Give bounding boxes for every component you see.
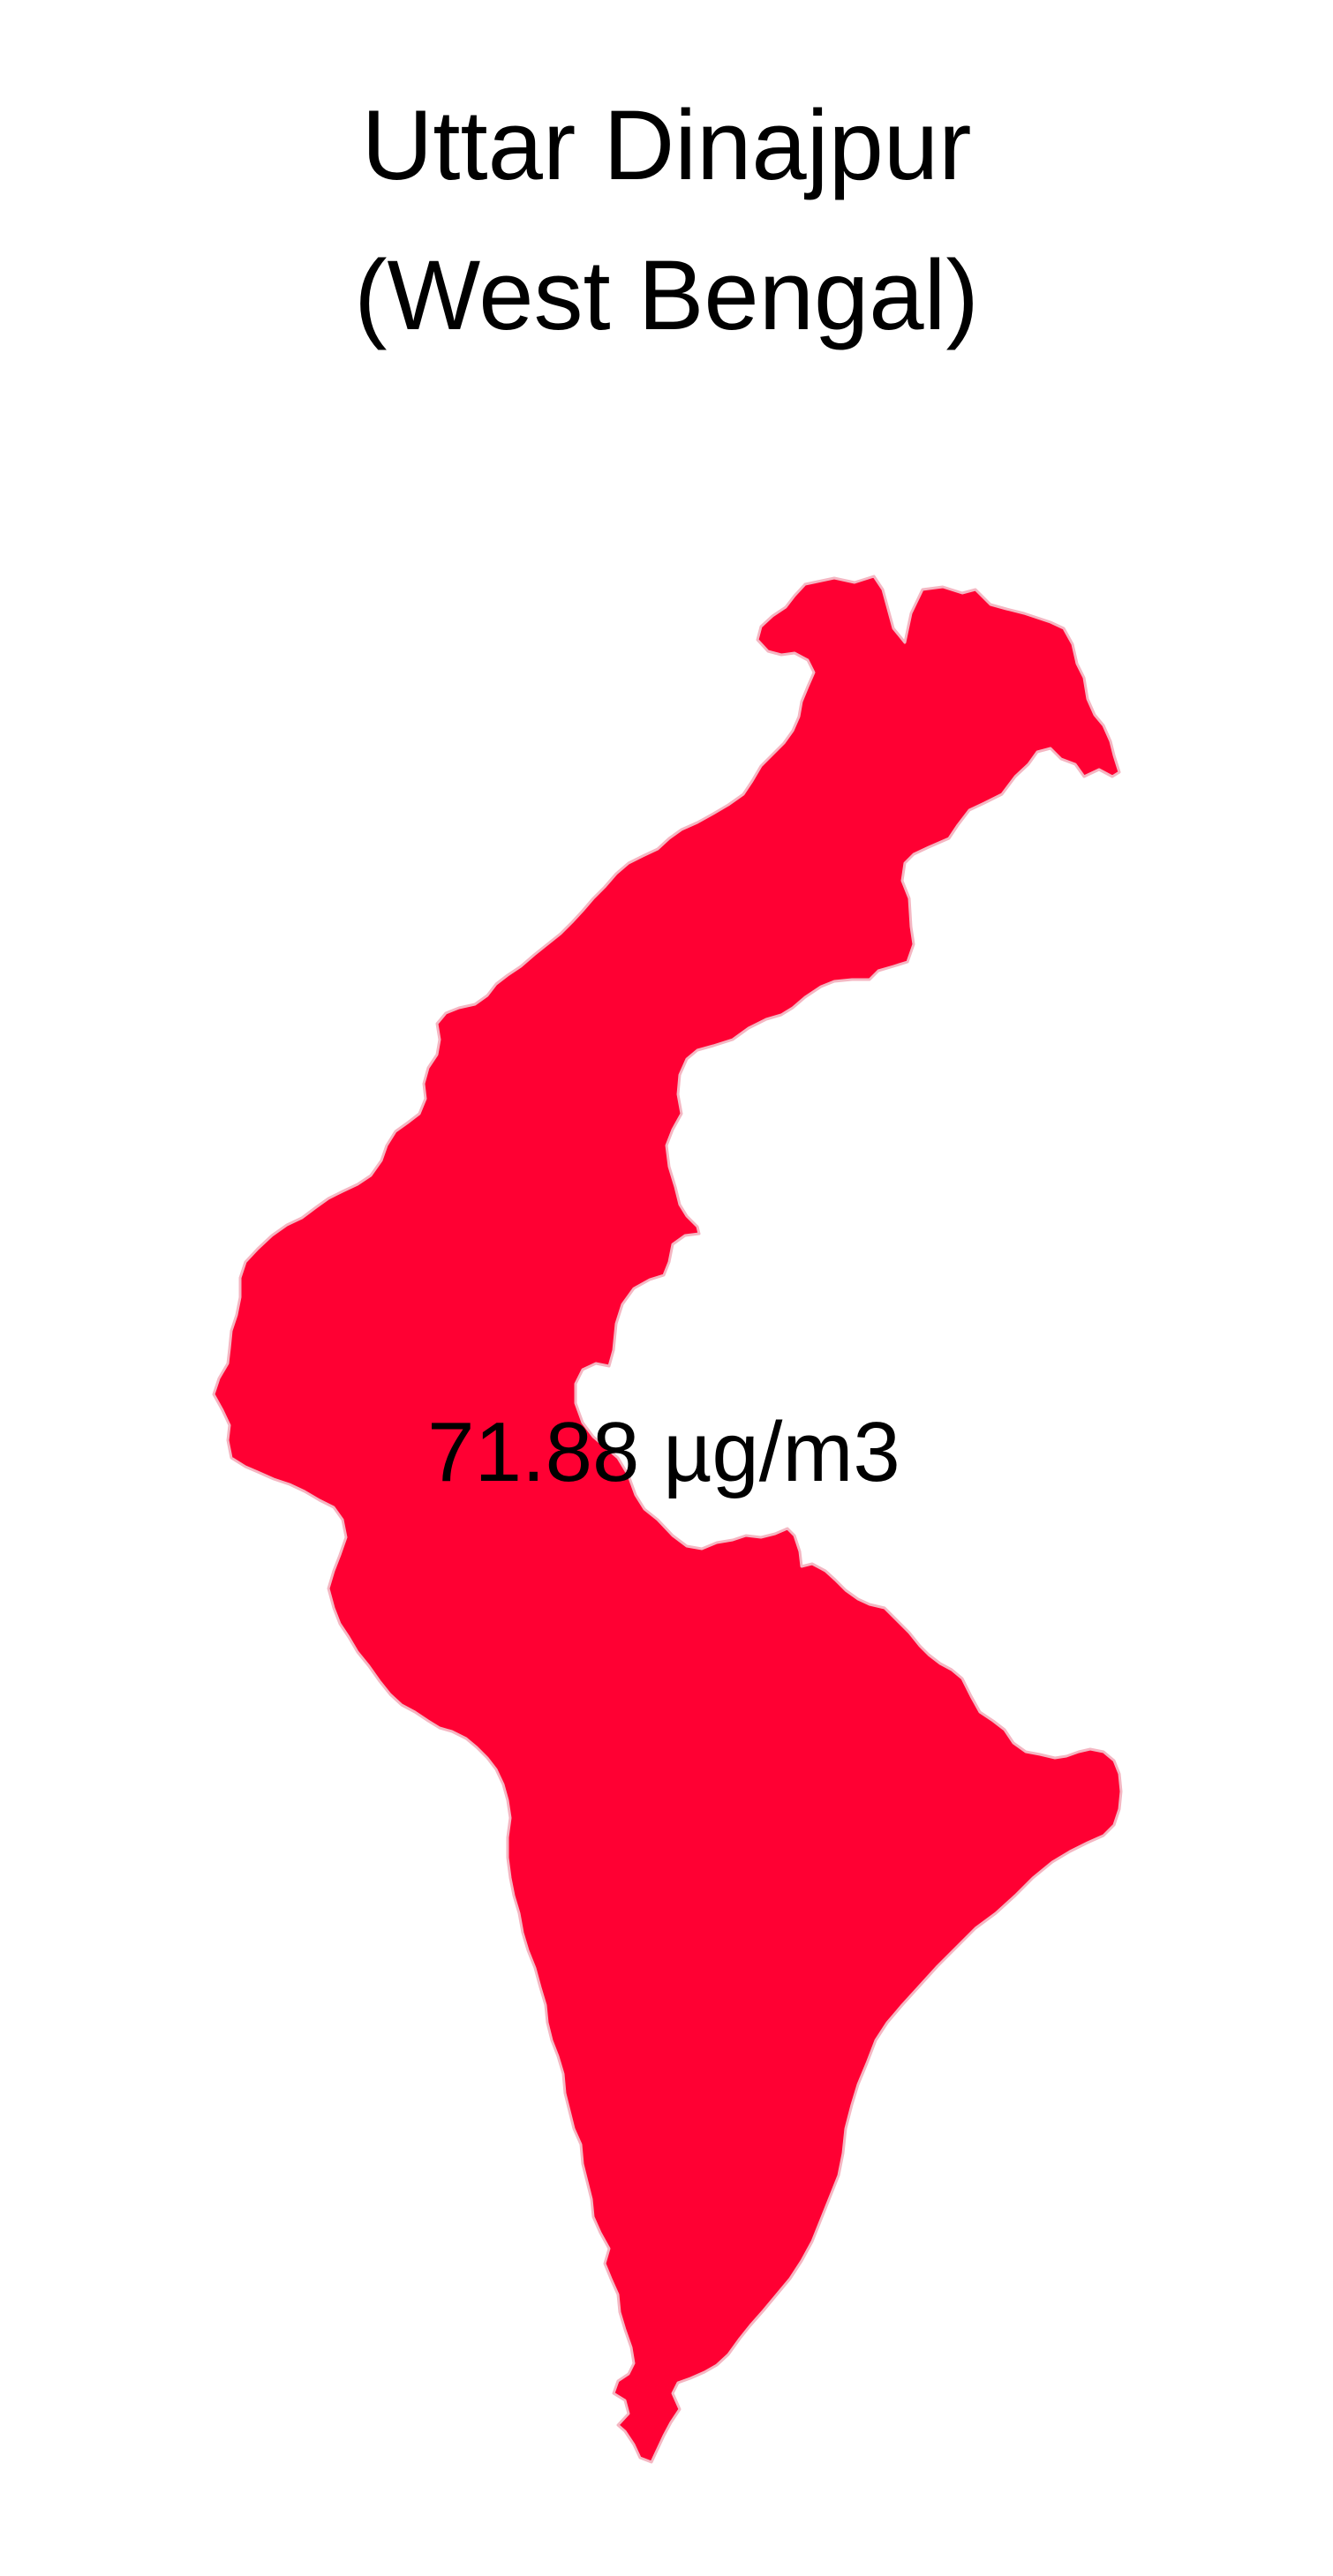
- pm25-value-label: 71.88 µg/m3: [427, 1405, 900, 1499]
- state-name: (West Bengal): [354, 240, 979, 350]
- map-title: Uttar Dinajpur (West Bengal): [0, 71, 1333, 371]
- district-shape: [212, 575, 1123, 2464]
- district-name: Uttar Dinajpur: [361, 90, 972, 200]
